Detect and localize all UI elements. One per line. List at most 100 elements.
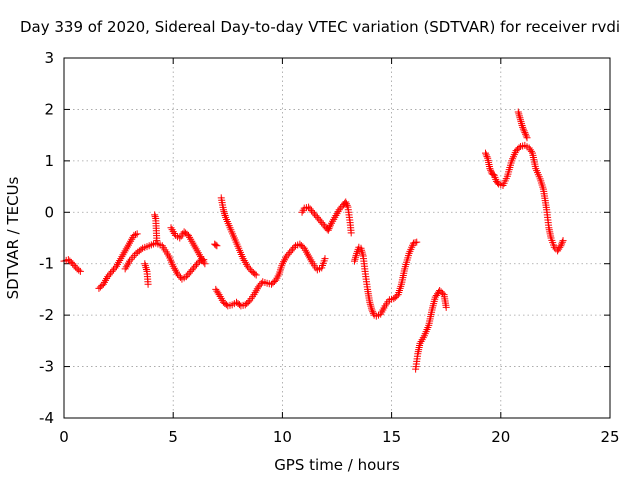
data-point — [184, 271, 192, 279]
data-point — [517, 118, 525, 126]
data-point — [316, 217, 324, 225]
data-point — [309, 208, 317, 216]
data-point — [558, 240, 566, 248]
data-point — [105, 271, 113, 279]
data-point — [137, 246, 145, 254]
x-tick-label: 5 — [168, 428, 178, 446]
x-tick-label: 25 — [600, 428, 619, 446]
data-point — [151, 211, 159, 219]
data-point — [347, 229, 355, 237]
data-points — [60, 108, 567, 373]
data-point — [483, 153, 491, 161]
data-point — [308, 207, 316, 215]
data-point — [352, 253, 360, 261]
chart-title: Day 339 of 2020, Sidereal Day-to-day VTE… — [19, 18, 621, 36]
data-point — [190, 264, 198, 272]
data-point — [342, 198, 350, 206]
data-point — [413, 238, 421, 246]
x-tick-label: 15 — [382, 428, 401, 446]
data-point — [326, 223, 334, 231]
data-point — [185, 269, 193, 277]
grid-lines — [64, 58, 610, 418]
data-point — [75, 266, 83, 274]
data-point — [318, 219, 326, 227]
y-tick-label: 3 — [44, 49, 54, 67]
data-point — [142, 264, 150, 272]
data-point — [486, 165, 494, 173]
y-tick-label: 0 — [44, 203, 54, 221]
data-point — [214, 289, 222, 297]
data-point — [286, 249, 294, 257]
data-point — [409, 239, 417, 247]
data-point — [287, 247, 295, 255]
data-point — [251, 270, 259, 278]
data-point — [244, 298, 252, 306]
data-point — [516, 114, 524, 122]
data-point — [522, 132, 530, 140]
data-point — [522, 130, 530, 138]
data-point — [368, 306, 376, 314]
data-point — [69, 260, 77, 268]
data-point — [519, 125, 527, 133]
data-point — [182, 273, 190, 281]
data-point — [312, 212, 320, 220]
data-point — [315, 215, 323, 223]
data-point — [194, 259, 202, 267]
data-point — [187, 267, 195, 275]
data-point — [518, 120, 526, 128]
data-point — [130, 231, 138, 239]
data-point — [515, 110, 523, 118]
data-point — [352, 251, 360, 259]
data-point — [201, 260, 209, 268]
x-tick-label: 10 — [273, 428, 292, 446]
data-point — [192, 261, 200, 269]
data-point — [324, 226, 332, 234]
x-tick-label: 0 — [59, 428, 69, 446]
data-point — [305, 203, 313, 211]
data-point — [254, 283, 262, 291]
data-point — [67, 258, 75, 266]
data-point — [439, 289, 447, 297]
x-axis-label: GPS time / hours — [274, 456, 400, 474]
data-point — [243, 262, 251, 270]
data-point — [108, 267, 116, 275]
data-point — [289, 245, 297, 253]
data-point — [521, 129, 529, 137]
y-tick-label: -4 — [39, 409, 54, 427]
data-point — [313, 213, 321, 221]
data-point — [482, 151, 490, 159]
data-point — [342, 200, 350, 208]
data-point — [256, 281, 264, 289]
x-tick-label: 20 — [491, 428, 510, 446]
data-point — [523, 134, 531, 142]
data-point — [335, 206, 343, 214]
data-point — [221, 212, 229, 219]
data-point — [515, 112, 523, 120]
data-point — [130, 251, 138, 259]
data-point — [321, 255, 329, 263]
data-point — [520, 127, 528, 135]
plot-frame — [63, 57, 611, 419]
data-point — [516, 116, 524, 124]
data-point — [411, 239, 419, 247]
tick-labels: 0 5 10 15 20 25 -4 -3 -2 -1 0 1 2 3 — [39, 49, 620, 446]
data-point — [142, 266, 150, 273]
data-point — [442, 303, 450, 311]
data-point — [283, 252, 291, 260]
data-point — [220, 208, 228, 216]
data-point — [104, 273, 112, 281]
tick-marks — [63, 57, 611, 419]
data-point — [337, 204, 345, 212]
data-point — [188, 266, 196, 274]
data-point — [514, 108, 522, 116]
data-point — [519, 123, 527, 131]
data-point — [141, 260, 149, 268]
data-point — [482, 149, 490, 157]
data-point — [153, 237, 161, 245]
data-point — [111, 264, 119, 272]
data-point — [151, 213, 159, 221]
data-point — [110, 266, 118, 274]
data-point — [129, 253, 137, 261]
